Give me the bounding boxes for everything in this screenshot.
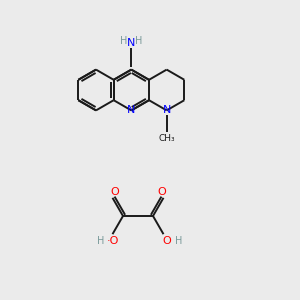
Text: N: N (127, 105, 136, 116)
Text: O: O (163, 236, 172, 246)
Text: H: H (135, 36, 142, 46)
Text: ·O: ·O (106, 236, 119, 246)
Text: O: O (157, 187, 166, 197)
Text: N: N (127, 38, 136, 48)
Text: H: H (97, 236, 104, 246)
Text: H: H (120, 36, 127, 46)
Text: O: O (110, 187, 119, 197)
Text: H: H (176, 236, 183, 246)
Text: N: N (163, 105, 171, 116)
Text: CH₃: CH₃ (158, 134, 175, 143)
